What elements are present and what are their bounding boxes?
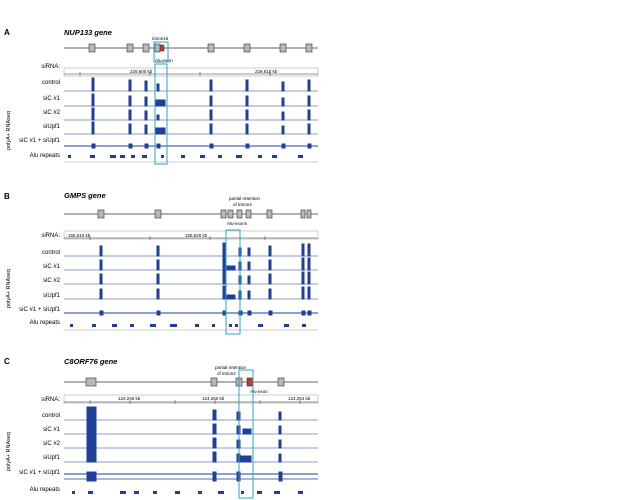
highlight-box [154, 63, 168, 165]
panel-a: A NUP133 gene intron16 Alu-exon siRNA: 2… [0, 0, 617, 170]
exon [210, 377, 218, 387]
condition-label: siUpf1 [42, 455, 60, 461]
exon [142, 43, 150, 53]
exon [220, 209, 227, 219]
condition-label: siUpf1 [42, 124, 60, 130]
panel-b: B GMPS gene partial retention of intron4… [0, 170, 617, 340]
condition-label: siC #1 + siUpf1 [19, 307, 60, 313]
coord-label: 124,246 kb [118, 396, 141, 401]
exon [245, 209, 252, 219]
condition-label: siC #2 [42, 278, 60, 284]
condition-label: control [41, 80, 60, 86]
condition-label: siC #1 [42, 96, 60, 102]
exon [266, 209, 273, 219]
highlight-label: Alu-exons [227, 221, 248, 226]
panel-letter: C [4, 357, 10, 366]
condition-label: siUpf1 [42, 293, 60, 299]
condition-label: siC #1 [42, 264, 60, 270]
highlight-label: Alu-exon [250, 389, 268, 394]
exon [154, 43, 161, 53]
annotation-label: of intron4 [233, 202, 252, 207]
panel-b-tracks [63, 209, 319, 335]
exon [243, 43, 251, 53]
coord-label: 229,600 kb [130, 69, 153, 74]
panel-c-tracks [63, 369, 319, 499]
exon [154, 209, 162, 219]
panel-letter: A [4, 28, 10, 37]
gene-title: GMPS gene [64, 191, 106, 200]
condition-label: siC #1 [42, 427, 60, 433]
exon [305, 43, 313, 53]
sirna-label: siRNA: [41, 64, 60, 70]
annotation-label: partial retention [215, 365, 247, 370]
exon [97, 209, 105, 219]
exon [227, 209, 234, 219]
exon [279, 43, 287, 53]
coord-label: 124,254 kb [288, 396, 311, 401]
highlight-box [238, 369, 254, 499]
sirna-label: siRNA: [41, 233, 60, 239]
highlight-box [225, 229, 241, 335]
annotation-label: partial retention [229, 196, 261, 201]
exon [306, 209, 312, 219]
condition-label: siC #1 + siUpf1 [19, 138, 60, 144]
condition-label: siC #2 [42, 441, 60, 447]
sirna-label: siRNA: [41, 397, 60, 403]
highlight-label: Alu-exon [155, 58, 173, 63]
coord-label: 155,620 kb [185, 233, 208, 238]
exon [277, 377, 285, 387]
gene-title: NUP133 gene [64, 28, 112, 37]
coord-label: 155,610 kb [68, 233, 91, 238]
alu-label: Alu repeats [29, 153, 60, 159]
alu-label: Alu repeats [29, 487, 60, 493]
alu-label: Alu repeats [29, 320, 60, 326]
panel-letter: B [4, 192, 10, 201]
condition-label: siC #2 [42, 110, 60, 116]
alu-exon [246, 377, 254, 387]
exon [85, 377, 97, 387]
coord-label: 229,610 kb [255, 69, 278, 74]
condition-label: control [41, 413, 60, 419]
coord-label: 124,250 kb [202, 396, 225, 401]
highlight-box [153, 41, 169, 63]
exon [126, 43, 134, 53]
alu-exon [159, 44, 165, 52]
annotation-label: intron16 [152, 36, 169, 41]
panel-a-tracks [63, 41, 319, 165]
condition-label: control [41, 250, 60, 256]
gene-title: C8ORF76 gene [64, 357, 118, 366]
condition-label: siC #1 + siUpf1 [19, 470, 60, 476]
exon [236, 209, 243, 219]
exon [88, 43, 96, 53]
exon [300, 209, 306, 219]
panel-c: C C8ORF76 gene partial retention of intr… [0, 340, 617, 500]
annotation-label: of intron2 [217, 371, 236, 376]
exon [207, 43, 215, 53]
